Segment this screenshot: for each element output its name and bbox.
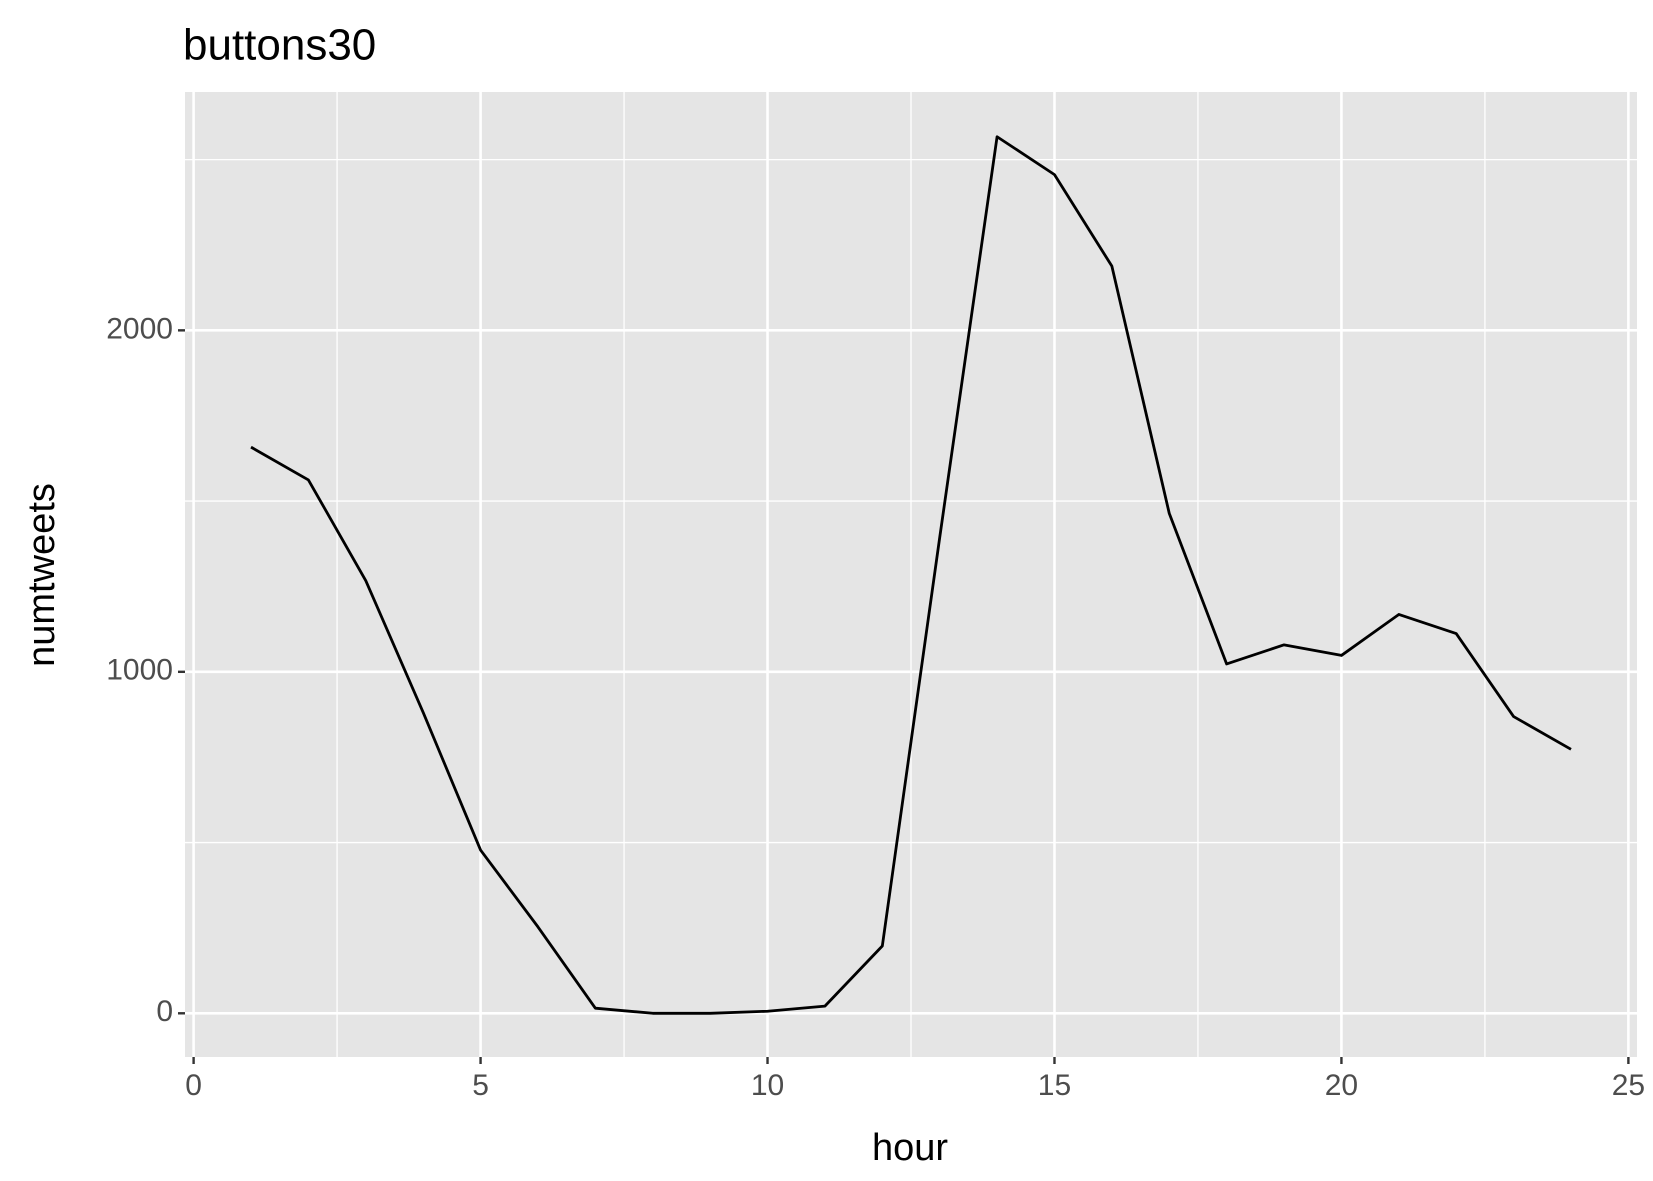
data-line [250, 135, 1572, 1015]
x-axis-title: hour [872, 1127, 948, 1169]
x-tick-label: 5 [472, 1069, 489, 1102]
y-tick-label: 2000 [106, 312, 173, 345]
x-tick-label: 25 [1612, 1069, 1645, 1102]
y-tick-label: 1000 [106, 654, 173, 687]
x-tick-label: 15 [1038, 1069, 1071, 1102]
x-tick-label: 0 [185, 1069, 202, 1102]
chart-title: buttons30 [183, 21, 376, 70]
y-axis-title: numtweets [21, 483, 63, 667]
y-tick-label: 0 [156, 995, 173, 1028]
x-tick-label: 10 [751, 1069, 784, 1102]
x-tick-label: 20 [1325, 1069, 1358, 1102]
